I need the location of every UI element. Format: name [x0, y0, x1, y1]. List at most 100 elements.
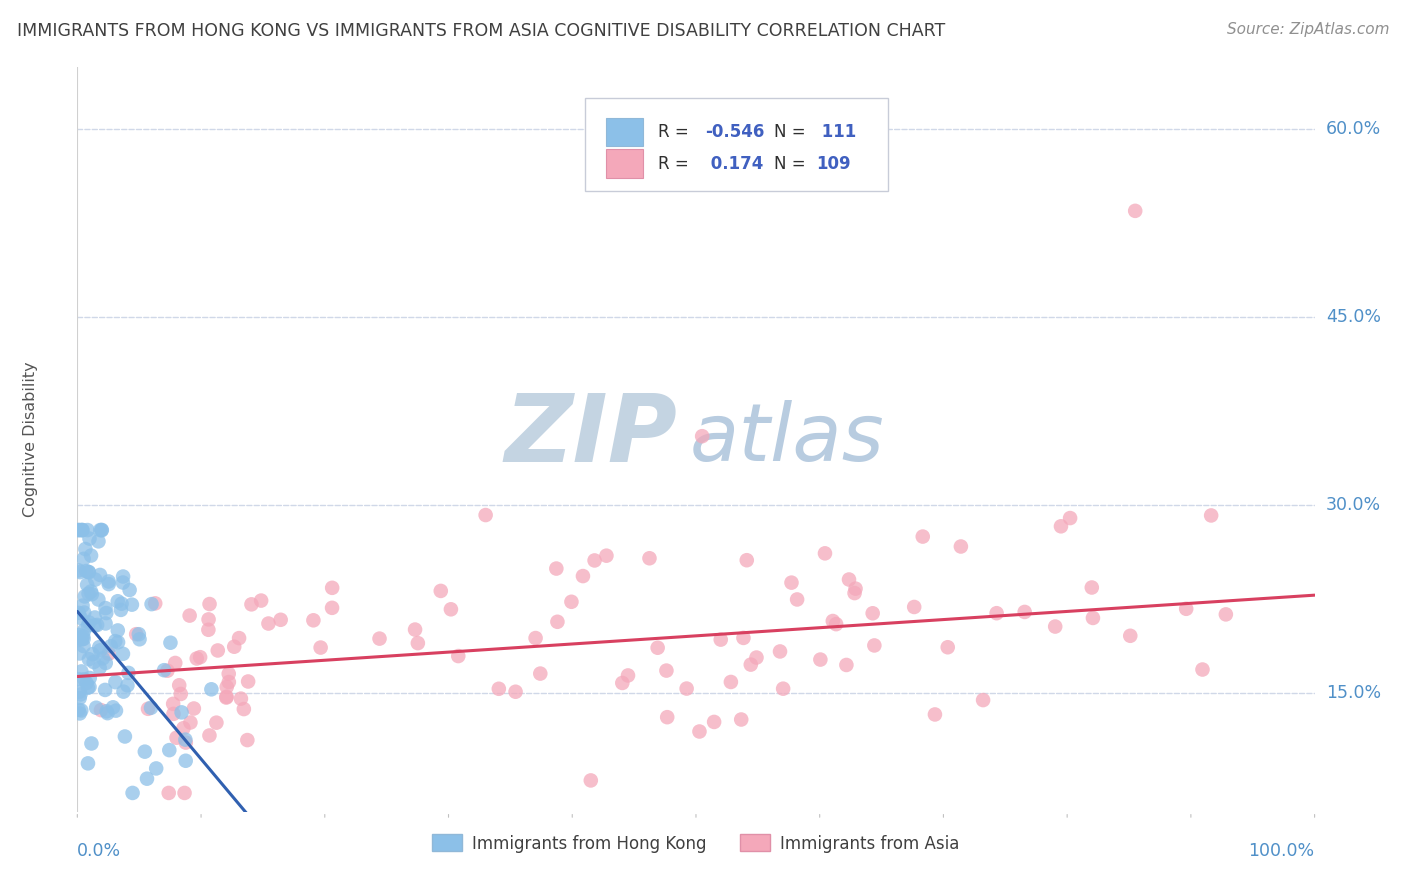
Point: [612, 676, 634, 690]
Point: [835, 657, 858, 672]
Point: [406, 636, 429, 650]
Point: [745, 650, 768, 665]
Point: [89, 661, 111, 675]
Point: [159, 636, 181, 650]
Point: [703, 714, 725, 729]
Point: [72, 551, 94, 566]
Point: [67, 563, 90, 577]
Text: 100.0%: 100.0%: [1249, 842, 1315, 860]
Point: [429, 583, 451, 598]
Point: [77, 615, 100, 630]
Point: [735, 553, 758, 567]
Point: [79, 532, 101, 546]
Point: [96, 704, 118, 718]
Point: [808, 652, 831, 666]
Point: [136, 702, 159, 716]
Point: [90, 703, 112, 717]
Point: [404, 623, 426, 637]
Point: [205, 715, 228, 730]
Point: [69, 687, 91, 701]
Point: [70, 523, 93, 537]
Point: [67, 632, 90, 647]
Point: [97, 577, 120, 591]
Point: [90, 523, 112, 537]
Point: [77, 565, 100, 579]
Point: [1014, 605, 1036, 619]
Point: [70, 523, 93, 537]
Point: [136, 772, 159, 786]
Point: [82, 647, 104, 661]
Point: [863, 639, 886, 653]
Point: [84, 700, 107, 714]
Point: [579, 773, 602, 788]
Point: [780, 575, 803, 590]
Point: [73, 673, 96, 687]
Point: [825, 617, 848, 632]
Point: [167, 678, 190, 692]
Point: [1191, 663, 1213, 677]
Point: [80, 549, 103, 563]
Point: [688, 724, 710, 739]
Point: [740, 657, 762, 672]
Point: [733, 631, 755, 645]
Point: [73, 590, 96, 604]
Point: [186, 651, 208, 665]
Point: [1175, 602, 1198, 616]
Point: [675, 681, 697, 696]
Point: [112, 569, 135, 583]
Point: [170, 706, 193, 720]
Point: [572, 569, 595, 583]
Point: [69, 706, 91, 721]
Point: [690, 429, 713, 443]
Point: [107, 624, 129, 638]
Point: [173, 786, 195, 800]
Point: [73, 606, 96, 620]
Point: [134, 745, 156, 759]
Point: [69, 691, 91, 706]
Point: [157, 786, 180, 800]
Point: [77, 681, 100, 695]
Point: [125, 627, 148, 641]
Point: [141, 597, 163, 611]
Point: [170, 687, 193, 701]
Point: [1123, 203, 1146, 218]
Point: [1081, 581, 1104, 595]
Point: [107, 594, 129, 608]
Point: [560, 595, 582, 609]
Point: [90, 523, 112, 537]
Point: [96, 606, 118, 620]
Text: R =: R =: [658, 123, 693, 141]
Point: [218, 675, 240, 690]
Point: [655, 664, 678, 678]
Point: [104, 634, 127, 648]
Point: [162, 697, 184, 711]
Point: [198, 729, 221, 743]
Point: [69, 631, 91, 645]
Point: [72, 599, 94, 613]
Point: [529, 666, 551, 681]
Point: [183, 701, 205, 715]
Point: [70, 665, 93, 679]
Text: Source: ZipAtlas.com: Source: ZipAtlas.com: [1226, 22, 1389, 37]
Point: [83, 655, 105, 669]
Point: [595, 549, 617, 563]
FancyBboxPatch shape: [585, 98, 887, 191]
Point: [179, 715, 201, 730]
Point: [72, 523, 94, 537]
Point: [172, 721, 194, 735]
Point: [786, 592, 808, 607]
Point: [814, 546, 837, 560]
Point: [207, 643, 229, 657]
Point: [153, 663, 176, 677]
Point: [111, 575, 134, 590]
Point: [157, 743, 180, 757]
Point: [440, 602, 463, 616]
Point: [447, 648, 470, 663]
Point: [1050, 519, 1073, 533]
Point: [89, 640, 111, 654]
Point: [617, 668, 640, 682]
Point: [1199, 508, 1222, 523]
Point: [911, 530, 934, 544]
Point: [139, 701, 162, 715]
Point: [128, 627, 150, 641]
